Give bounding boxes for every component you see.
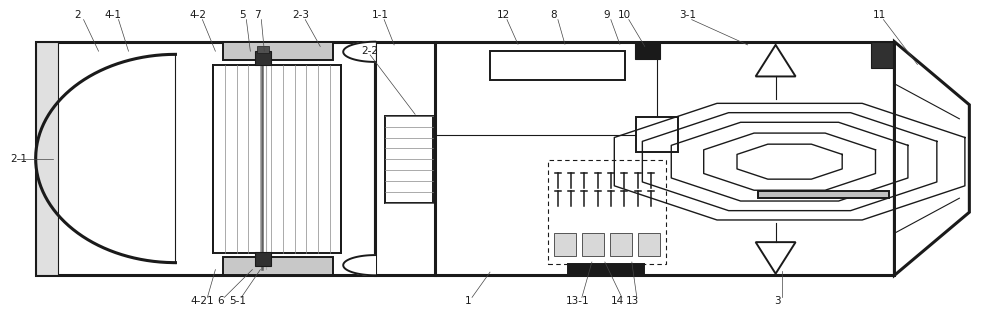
Text: 3: 3 — [774, 296, 781, 306]
Text: 2-2: 2-2 — [362, 46, 379, 56]
Bar — [223, 257, 333, 275]
Text: 1: 1 — [465, 296, 471, 306]
Bar — [635, 42, 660, 59]
Text: 13: 13 — [626, 296, 639, 306]
Bar — [568, 264, 644, 274]
Bar — [636, 118, 678, 152]
Bar — [375, 42, 894, 275]
Bar — [257, 47, 269, 53]
Text: 9: 9 — [604, 10, 610, 20]
Text: 5-1: 5-1 — [229, 296, 246, 306]
Text: 2-3: 2-3 — [292, 10, 309, 20]
Bar — [871, 42, 893, 68]
Bar — [610, 233, 632, 256]
Bar — [36, 42, 58, 275]
Bar — [638, 233, 660, 256]
Bar — [582, 233, 604, 256]
Bar — [255, 51, 271, 65]
Polygon shape — [894, 42, 969, 275]
Text: 10: 10 — [618, 10, 631, 20]
Bar — [548, 160, 666, 264]
Text: 3-1: 3-1 — [679, 10, 696, 20]
Text: 14: 14 — [611, 296, 624, 306]
Bar — [490, 51, 625, 80]
Text: 11: 11 — [873, 10, 886, 20]
Text: 4-2: 4-2 — [190, 10, 207, 20]
Bar — [255, 252, 271, 267]
Text: 6: 6 — [217, 296, 224, 306]
Text: 5: 5 — [239, 10, 246, 20]
Text: 12: 12 — [496, 10, 510, 20]
Text: 13-1: 13-1 — [566, 296, 590, 306]
Text: 4-1: 4-1 — [104, 10, 121, 20]
Text: 2: 2 — [74, 10, 81, 20]
Text: 8: 8 — [551, 10, 557, 20]
Bar — [213, 65, 341, 253]
Bar — [36, 42, 375, 275]
Bar — [758, 191, 889, 198]
Bar — [223, 42, 333, 60]
Text: 4-21: 4-21 — [191, 296, 214, 306]
Text: 7: 7 — [254, 10, 261, 20]
Polygon shape — [343, 42, 375, 62]
Text: 1-1: 1-1 — [372, 10, 389, 20]
Text: 2-1: 2-1 — [10, 153, 27, 164]
Bar — [385, 116, 433, 203]
Bar — [554, 233, 576, 256]
Polygon shape — [343, 255, 375, 275]
